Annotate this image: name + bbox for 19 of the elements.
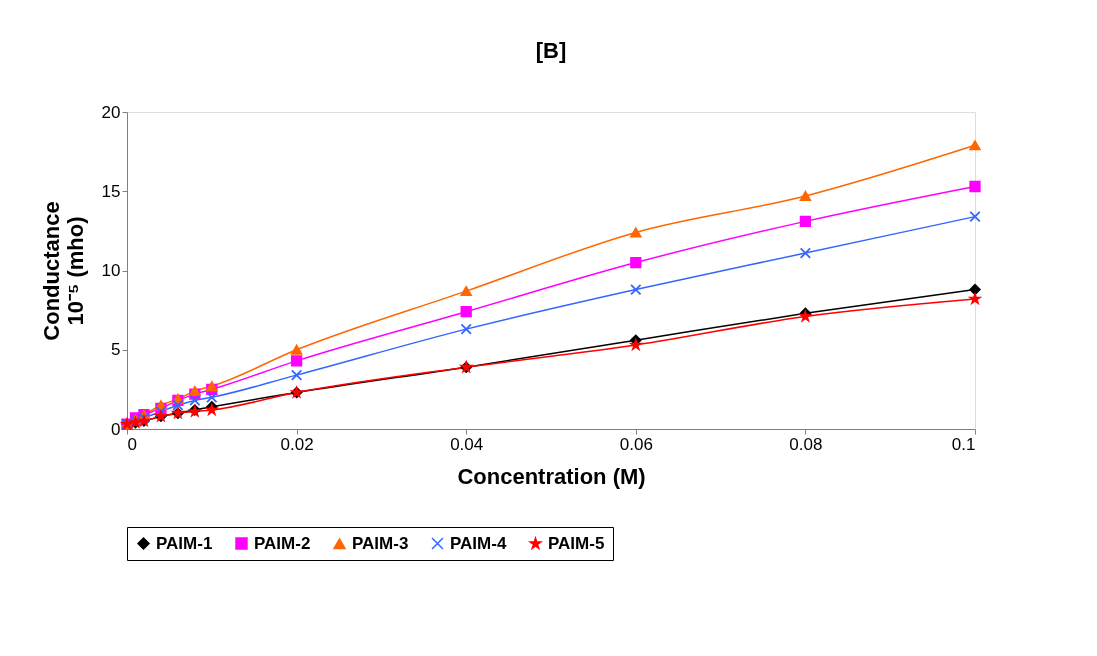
x-tick-label: 0.06 xyxy=(619,434,653,454)
x-tick-label: 0.04 xyxy=(450,434,484,454)
y-tick-label: 0 xyxy=(111,419,121,439)
y-axis-title: Conductance 10⁻⁵ (mho) xyxy=(38,201,88,341)
x-tick-label: 0.08 xyxy=(789,434,823,454)
x-tick-label: 0.1 xyxy=(951,434,976,454)
x-tick-label: 0 xyxy=(127,434,137,454)
y-tick-label: 5 xyxy=(111,340,121,360)
legend-label: PAIM-2 xyxy=(254,533,311,553)
legend-label: PAIM-3 xyxy=(352,533,409,553)
legend-label: PAIM-4 xyxy=(450,533,507,553)
y-tick-label: 20 xyxy=(101,102,121,122)
legend-label: PAIM-1 xyxy=(156,533,213,553)
y-tick-label: 10 xyxy=(101,261,121,280)
x-tick-label: 0.02 xyxy=(280,434,314,454)
y-tick-label: 15 xyxy=(101,181,121,201)
x-axis-title: Concentration (M) xyxy=(457,463,646,489)
chart-title: [B] xyxy=(535,38,567,63)
legend-label: PAIM-5 xyxy=(548,533,605,553)
